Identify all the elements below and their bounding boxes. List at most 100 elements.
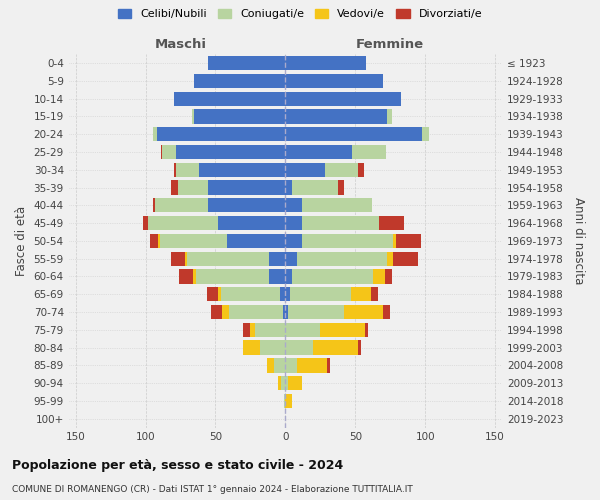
Bar bbox=[152, 127, 157, 142]
Bar bbox=[173, 162, 176, 177]
Bar bbox=[286, 180, 292, 194]
Bar bbox=[286, 145, 352, 159]
Bar bbox=[302, 216, 379, 230]
Bar bbox=[229, 305, 283, 319]
Bar bbox=[208, 180, 286, 194]
Bar bbox=[290, 287, 351, 302]
Bar bbox=[422, 127, 430, 142]
Bar bbox=[269, 252, 286, 266]
Bar bbox=[320, 322, 365, 337]
Bar bbox=[344, 305, 383, 319]
Bar bbox=[193, 270, 196, 283]
Bar bbox=[383, 305, 390, 319]
Bar bbox=[163, 145, 176, 159]
Bar bbox=[325, 162, 358, 177]
Bar bbox=[179, 270, 193, 283]
Bar bbox=[385, 270, 392, 283]
Bar bbox=[284, 394, 286, 408]
Bar bbox=[196, 270, 269, 283]
Y-axis label: Fasce di età: Fasce di età bbox=[15, 206, 28, 276]
Legend: Celibi/Nubili, Coniugati/e, Vedovi/e, Divorziati/e: Celibi/Nubili, Coniugati/e, Vedovi/e, Di… bbox=[115, 6, 485, 22]
Bar bbox=[218, 287, 221, 302]
Bar bbox=[286, 287, 290, 302]
Bar bbox=[143, 216, 148, 230]
Bar bbox=[292, 180, 338, 194]
Bar bbox=[393, 252, 418, 266]
Bar bbox=[155, 198, 208, 212]
Bar bbox=[254, 322, 286, 337]
Bar bbox=[286, 322, 320, 337]
Bar bbox=[296, 358, 328, 372]
Bar bbox=[358, 162, 364, 177]
Bar bbox=[171, 180, 178, 194]
Bar bbox=[160, 234, 227, 248]
Bar bbox=[286, 270, 292, 283]
Bar bbox=[173, 92, 286, 106]
Bar bbox=[178, 180, 208, 194]
Bar bbox=[286, 198, 302, 212]
Bar bbox=[286, 340, 313, 354]
Bar bbox=[371, 287, 377, 302]
Bar bbox=[194, 110, 286, 124]
Bar bbox=[286, 56, 367, 70]
Bar bbox=[176, 145, 286, 159]
Bar bbox=[223, 305, 229, 319]
Bar bbox=[286, 358, 296, 372]
Bar bbox=[185, 252, 187, 266]
Text: COMUNE DI ROMANENGO (CR) - Dati ISTAT 1° gennaio 2024 - Elaborazione TUTTITALIA.: COMUNE DI ROMANENGO (CR) - Dati ISTAT 1°… bbox=[12, 485, 413, 494]
Bar bbox=[288, 305, 344, 319]
Bar bbox=[393, 234, 396, 248]
Bar bbox=[150, 234, 158, 248]
Bar bbox=[328, 358, 330, 372]
Bar bbox=[286, 252, 296, 266]
Bar bbox=[313, 340, 358, 354]
Bar bbox=[286, 162, 325, 177]
Bar bbox=[191, 110, 194, 124]
Bar bbox=[302, 198, 372, 212]
Bar bbox=[379, 216, 404, 230]
Bar bbox=[280, 287, 286, 302]
Bar bbox=[296, 252, 388, 266]
Bar bbox=[338, 180, 344, 194]
Bar bbox=[388, 110, 392, 124]
Bar bbox=[269, 270, 286, 283]
Bar bbox=[286, 305, 288, 319]
Bar bbox=[208, 56, 286, 70]
Bar bbox=[157, 127, 286, 142]
Bar bbox=[286, 216, 302, 230]
Bar bbox=[286, 92, 401, 106]
Bar bbox=[286, 394, 292, 408]
Bar bbox=[161, 145, 163, 159]
Bar bbox=[199, 162, 286, 177]
Bar bbox=[171, 252, 185, 266]
Bar bbox=[365, 322, 368, 337]
Bar bbox=[152, 198, 155, 212]
Bar bbox=[358, 340, 361, 354]
Bar bbox=[292, 270, 373, 283]
Bar bbox=[281, 376, 286, 390]
Bar bbox=[286, 127, 422, 142]
Bar bbox=[221, 287, 280, 302]
Bar bbox=[286, 234, 302, 248]
Bar bbox=[302, 234, 393, 248]
Bar bbox=[250, 322, 254, 337]
Bar bbox=[260, 340, 286, 354]
Bar bbox=[218, 216, 286, 230]
Text: Maschi: Maschi bbox=[155, 38, 206, 51]
Text: Femmine: Femmine bbox=[356, 38, 424, 51]
Y-axis label: Anni di nascita: Anni di nascita bbox=[572, 197, 585, 284]
Bar bbox=[373, 270, 385, 283]
Bar bbox=[194, 74, 286, 88]
Bar bbox=[207, 287, 218, 302]
Bar bbox=[283, 305, 286, 319]
Text: Popolazione per età, sesso e stato civile - 2024: Popolazione per età, sesso e stato civil… bbox=[12, 460, 343, 472]
Bar bbox=[278, 376, 281, 390]
Bar bbox=[148, 216, 218, 230]
Bar bbox=[227, 234, 286, 248]
Bar bbox=[244, 322, 250, 337]
Bar bbox=[244, 340, 260, 354]
Bar bbox=[158, 234, 160, 248]
Bar bbox=[187, 252, 269, 266]
Bar bbox=[208, 198, 286, 212]
Bar bbox=[286, 110, 388, 124]
